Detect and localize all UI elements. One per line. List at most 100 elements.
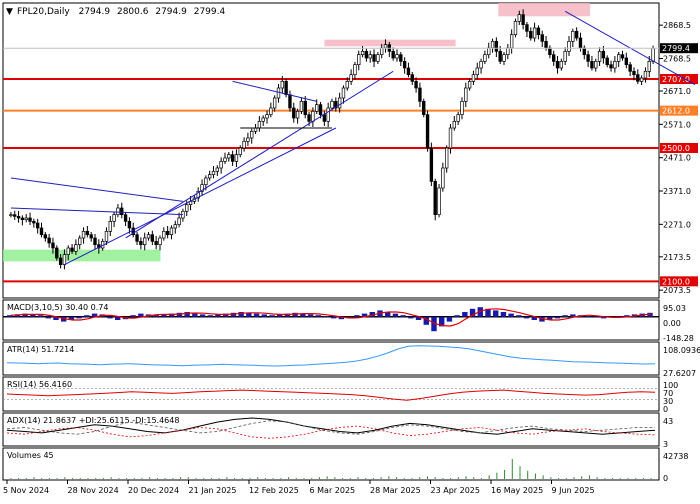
macd-bar bbox=[531, 316, 537, 320]
y-tick-label: 2671.0 bbox=[663, 87, 691, 96]
candle bbox=[380, 47, 384, 56]
macd-bar bbox=[431, 316, 437, 332]
candle bbox=[418, 87, 422, 102]
candle bbox=[295, 110, 300, 119]
macd-bar bbox=[523, 316, 530, 319]
candle bbox=[35, 222, 40, 229]
macd-bar bbox=[477, 307, 483, 317]
level-label: 2707.0 bbox=[662, 75, 690, 84]
candle bbox=[70, 247, 74, 252]
rsi-tick: 100 bbox=[663, 381, 678, 390]
macd-bar bbox=[76, 316, 82, 319]
candle bbox=[307, 114, 311, 122]
y-tick-label: 2768.5 bbox=[663, 55, 691, 64]
macd-bar bbox=[562, 315, 568, 317]
macd-bar bbox=[223, 313, 229, 317]
macd-bar bbox=[539, 316, 545, 322]
macd-bar bbox=[323, 316, 329, 317]
candle bbox=[349, 74, 353, 82]
macd-bar bbox=[469, 308, 476, 317]
main-price-pane[interactable]: 2868.5 2768.5 2671.0 2571.0 2471.0 2371.0 2271… bbox=[2, 2, 698, 299]
candle bbox=[123, 214, 128, 222]
y-tick-label: 2073.5 bbox=[663, 286, 691, 295]
candle bbox=[456, 114, 460, 122]
x-tick-label: 16 May 2025 bbox=[491, 486, 543, 495]
macd-bar bbox=[485, 308, 491, 317]
candle bbox=[444, 147, 449, 169]
volumes-pane[interactable]: Volumes 45 42738 0 bbox=[2, 447, 688, 483]
candle bbox=[299, 100, 304, 112]
candle bbox=[391, 50, 395, 59]
y-tick-label: 2371.0 bbox=[663, 187, 691, 196]
adx-frame bbox=[2, 412, 660, 447]
header-low: 2794.9 bbox=[155, 7, 187, 17]
macd-bar bbox=[230, 312, 237, 317]
candle bbox=[475, 67, 479, 76]
macd-pane[interactable]: MACD(3,10,5) 30.40 0.74 95.03 0.00 -148.28 bbox=[2, 299, 694, 343]
candle bbox=[620, 54, 625, 59]
candle bbox=[353, 64, 357, 76]
candle bbox=[81, 230, 86, 239]
trend-line bbox=[10, 207, 183, 216]
macd-tick: 0.00 bbox=[663, 319, 681, 328]
indicator-panes[interactable]: MACD(3,10,5) 30.40 0.74 95.030.00-148.28 A… bbox=[2, 299, 700, 483]
header-high: 2800.6 bbox=[117, 7, 149, 17]
x-tick-label: 6 Mar 2025 bbox=[310, 486, 356, 495]
macd-bar bbox=[601, 316, 607, 319]
macd-bar bbox=[138, 313, 144, 317]
macd-bar bbox=[315, 315, 321, 317]
candle bbox=[395, 54, 399, 59]
adx-line bbox=[6, 417, 656, 435]
candle bbox=[288, 94, 292, 109]
candle bbox=[494, 40, 499, 52]
candle bbox=[437, 187, 441, 216]
candle bbox=[246, 137, 250, 142]
macd-bar bbox=[53, 316, 59, 320]
candle bbox=[284, 80, 288, 96]
chart-header: FPL20,Daily 2794.9 2800.6 2794.9 2799.4 bbox=[17, 7, 225, 17]
candle bbox=[578, 37, 583, 49]
candle bbox=[467, 80, 472, 89]
atr-tick: 108.0936 bbox=[663, 346, 700, 355]
macd-bar bbox=[253, 313, 260, 317]
candle bbox=[563, 50, 567, 62]
candle bbox=[24, 217, 28, 221]
candle bbox=[234, 154, 239, 162]
candle bbox=[498, 50, 502, 62]
atr-pane[interactable]: ATR(14) 51.7214 108.0936 27.6207 bbox=[2, 341, 700, 378]
adx-pane[interactable]: ADX(14) 21.8637 +DI:25.6115 -DI:15.4648 4… bbox=[2, 412, 673, 449]
candle bbox=[452, 120, 457, 129]
rsi-line bbox=[6, 389, 656, 401]
macd-bar bbox=[369, 312, 375, 317]
header-close: 2799.4 bbox=[194, 7, 226, 17]
rsi-tick: 70 bbox=[663, 389, 673, 398]
candle bbox=[196, 190, 200, 199]
adx-tick: 3 bbox=[663, 440, 668, 449]
candle bbox=[322, 114, 327, 122]
atr-tick: 27.6207 bbox=[663, 369, 696, 378]
candle bbox=[341, 87, 346, 99]
candle bbox=[334, 100, 338, 109]
candle bbox=[647, 60, 651, 72]
candle bbox=[32, 220, 36, 224]
rsi-tick: 30 bbox=[663, 397, 673, 406]
macd-bar bbox=[153, 315, 159, 317]
macd-bar bbox=[300, 313, 306, 317]
candle bbox=[555, 60, 560, 69]
candle bbox=[265, 114, 269, 119]
rsi-label: RSI(14) 56.4160 bbox=[7, 380, 72, 389]
candle bbox=[345, 80, 349, 89]
atr-frame bbox=[2, 341, 660, 376]
candle bbox=[479, 60, 483, 69]
macd-bar bbox=[361, 313, 368, 317]
y-tick-label: 2271.0 bbox=[663, 220, 691, 229]
macd-bar bbox=[269, 315, 275, 317]
level-label-bg bbox=[660, 143, 698, 153]
candle bbox=[628, 64, 632, 72]
volumes-frame bbox=[2, 447, 660, 481]
main-pane-frame bbox=[2, 2, 660, 299]
candle bbox=[16, 215, 21, 219]
